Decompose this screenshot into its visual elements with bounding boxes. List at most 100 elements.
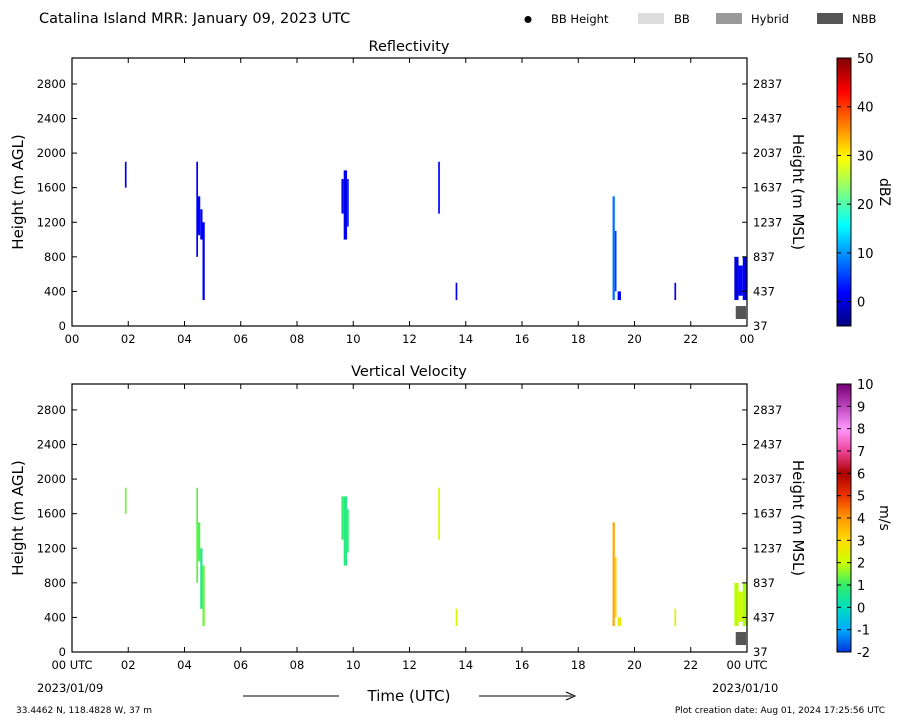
y2-tick-label: 2837 bbox=[753, 403, 782, 417]
colorbar-tick-label: 10 bbox=[857, 247, 874, 262]
bright-band-marker bbox=[735, 306, 746, 320]
plot-frame bbox=[71, 383, 748, 653]
start-date: 2023/01/09 bbox=[37, 681, 103, 695]
echo-cell bbox=[734, 582, 739, 627]
colorbar-tick-label: 40 bbox=[857, 101, 874, 116]
y-tick-label: 1600 bbox=[37, 507, 66, 521]
y2-tick-label: 2437 bbox=[753, 112, 782, 126]
echo-cell bbox=[438, 161, 440, 214]
y-axis-label: Height (m AGL) bbox=[9, 134, 27, 249]
colorbar-tick-label: -2 bbox=[857, 646, 870, 661]
echo-cell bbox=[738, 265, 743, 296]
x-tick-label: 12 bbox=[402, 332, 417, 346]
x-tick-label: 04 bbox=[177, 332, 192, 346]
echo-cell bbox=[614, 556, 617, 618]
x-tick-label: 10 bbox=[346, 332, 361, 346]
location-text: 33.4462 N, 118.4828 W, 37 m bbox=[16, 706, 152, 716]
y-tick-label: 400 bbox=[44, 610, 66, 624]
y-tick-label: 2800 bbox=[37, 77, 66, 91]
colorbar-tick-label: 50 bbox=[857, 52, 874, 67]
y2-tick-label: 1237 bbox=[753, 541, 782, 555]
legend-nbb-label: NBB bbox=[852, 12, 876, 26]
x-tick-label: 18 bbox=[571, 658, 586, 672]
x-tick-label: 16 bbox=[515, 658, 530, 672]
x-tick-label: 10 bbox=[346, 658, 361, 672]
colorbar-tick-label: 5 bbox=[857, 490, 865, 505]
y-axis-label: Height (m AGL) bbox=[9, 460, 27, 575]
plot-frame bbox=[71, 57, 748, 327]
colorbar-ticks: 0 10 20 30 40 50 bbox=[837, 52, 874, 311]
x-tick-label: 02 bbox=[121, 658, 136, 672]
y2-tick-label: 2037 bbox=[753, 146, 782, 160]
echo-cell bbox=[674, 608, 677, 627]
legend-hybrid-label: Hybrid bbox=[751, 12, 789, 26]
y2-tick-label: 1637 bbox=[753, 507, 782, 521]
echo-cell bbox=[455, 608, 458, 627]
y2-tick-label: 437 bbox=[753, 610, 775, 624]
colorbar-tick-label: -1 bbox=[857, 624, 870, 639]
echo-cell bbox=[202, 565, 205, 627]
velocity-bright-band bbox=[735, 632, 746, 646]
panel-title: Reflectivity bbox=[369, 39, 450, 55]
echo-cell bbox=[617, 617, 621, 627]
echo-cell bbox=[200, 209, 203, 240]
x-tick-label: 22 bbox=[683, 658, 698, 672]
colorbar-tick-label: 10 bbox=[857, 378, 874, 393]
colorbar-tick-label: 30 bbox=[857, 149, 874, 164]
echo-cell bbox=[124, 161, 127, 188]
y2-tick-label: 1237 bbox=[753, 215, 782, 229]
time-axis-label: Time (UTC) bbox=[367, 687, 451, 705]
y2-tick-label: 437 bbox=[753, 284, 775, 298]
y2-axis-label: Height (m MSL) bbox=[789, 460, 807, 576]
y2-axis-label: Height (m MSL) bbox=[789, 134, 807, 250]
reflectivity-panel: Reflectivity 00 02 04 06 08 10 12 14 16 18 20 22 000… bbox=[9, 39, 892, 346]
legend-bb-height-dot bbox=[524, 16, 532, 23]
colorbar-tick-label: 1 bbox=[857, 579, 865, 594]
x-tick-label: 00 UTC bbox=[726, 658, 767, 672]
colorbar-tick-label: 8 bbox=[857, 423, 865, 438]
echo-cell bbox=[617, 291, 621, 301]
x-tick-label: 18 bbox=[571, 332, 586, 346]
x-tick-label: 14 bbox=[458, 332, 473, 346]
y-tick-label: 2000 bbox=[37, 472, 66, 486]
end-date: 2023/01/10 bbox=[712, 681, 778, 695]
echo-cell bbox=[124, 487, 127, 514]
figure-title: Catalina Island MRR: January 09, 2023 UT… bbox=[39, 11, 350, 27]
x-tick-label: 06 bbox=[233, 658, 248, 672]
colorbar-tick-label: 6 bbox=[857, 467, 865, 482]
echo-cell bbox=[347, 179, 349, 227]
time-arrow-head-icon bbox=[565, 691, 577, 701]
y2-tick-label: 2837 bbox=[753, 77, 782, 91]
x-tick-label: 04 bbox=[177, 658, 192, 672]
colorbar bbox=[836, 57, 852, 327]
echo-cell bbox=[347, 509, 349, 553]
colorbar-tick-label: 0 bbox=[857, 601, 865, 616]
echo-cell bbox=[202, 222, 205, 301]
echo-cell bbox=[196, 487, 198, 583]
echo-cell bbox=[341, 496, 344, 540]
echo-cell bbox=[674, 282, 677, 301]
x-tick-label: 22 bbox=[683, 332, 698, 346]
y-tick-label: 1600 bbox=[37, 181, 66, 195]
colorbar-label: m/s bbox=[876, 505, 892, 531]
y-tick-label: 2400 bbox=[37, 438, 66, 452]
y2-tick-label: 2037 bbox=[753, 472, 782, 486]
echo-cell bbox=[196, 161, 198, 257]
y2-tick-label: 2437 bbox=[753, 438, 782, 452]
y-tick-label: 2000 bbox=[37, 146, 66, 160]
y-tick-label: 0 bbox=[59, 645, 66, 659]
x-tick-label: 08 bbox=[290, 658, 305, 672]
y-tick-label: 800 bbox=[44, 250, 66, 264]
colorbar-tick-label: 0 bbox=[857, 296, 865, 311]
panel-title: Vertical Velocity bbox=[351, 364, 467, 380]
echo-cell bbox=[438, 487, 440, 540]
reflectivity-bright-band bbox=[735, 306, 746, 320]
x-tick-label: 14 bbox=[458, 658, 473, 672]
legend-bb-label: BB bbox=[674, 12, 690, 26]
echo-cell bbox=[455, 282, 458, 301]
colorbar-ticks: -2 -1 0 1 2 3 4 5 6 7 8 9 10 bbox=[837, 378, 874, 661]
echo-cell bbox=[200, 548, 203, 609]
